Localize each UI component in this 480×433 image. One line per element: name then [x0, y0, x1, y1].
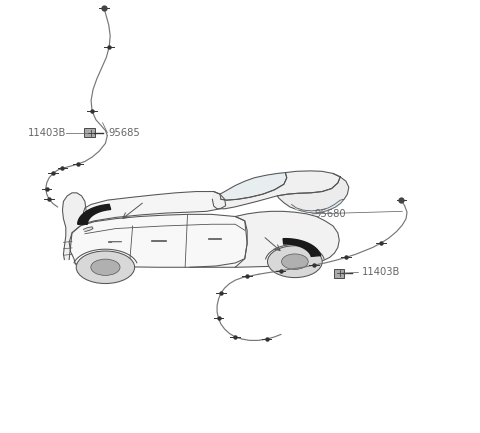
- Ellipse shape: [282, 254, 308, 269]
- Polygon shape: [84, 227, 93, 232]
- Ellipse shape: [267, 246, 322, 278]
- Text: 95680: 95680: [314, 209, 346, 220]
- Polygon shape: [277, 174, 349, 213]
- Polygon shape: [220, 173, 287, 200]
- Polygon shape: [62, 193, 86, 259]
- Polygon shape: [78, 204, 110, 224]
- Polygon shape: [283, 239, 321, 256]
- Ellipse shape: [91, 259, 120, 275]
- FancyBboxPatch shape: [334, 269, 344, 278]
- Text: 11403B: 11403B: [362, 268, 400, 278]
- Ellipse shape: [76, 251, 134, 284]
- FancyBboxPatch shape: [84, 128, 95, 137]
- Polygon shape: [212, 171, 340, 209]
- Polygon shape: [69, 214, 247, 267]
- Text: 11403B: 11403B: [28, 128, 66, 138]
- Polygon shape: [291, 199, 344, 213]
- Polygon shape: [84, 191, 226, 223]
- Polygon shape: [69, 214, 247, 267]
- Text: 95685: 95685: [109, 128, 141, 138]
- Polygon shape: [190, 211, 339, 267]
